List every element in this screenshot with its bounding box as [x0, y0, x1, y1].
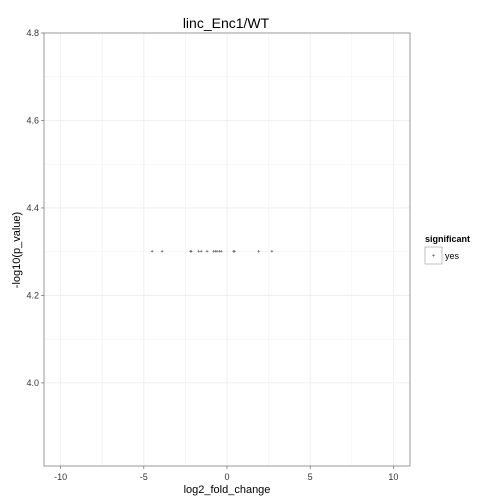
x-axis-title: log2_fold_change [184, 484, 271, 496]
data-points [150, 249, 274, 253]
data-point [257, 249, 260, 253]
data-point [197, 249, 201, 253]
y-tick-label: 4.2 [26, 290, 39, 300]
data-point [199, 249, 203, 253]
legend: significant yes [424, 234, 470, 265]
y-tick-label: 4.8 [26, 28, 39, 38]
x-tick-label: 5 [308, 472, 313, 482]
y-axis-title: -log10(p_value) [11, 212, 23, 288]
chart-title: linc_Enc1/WT [183, 15, 270, 31]
x-tick-label: 10 [388, 472, 398, 482]
legend-label-yes: yes [445, 251, 460, 261]
data-point [219, 249, 223, 253]
x-tick-label: -10 [54, 472, 67, 482]
data-point [270, 249, 274, 253]
legend-key-plus-icon [432, 254, 435, 257]
legend-title: significant [425, 234, 470, 244]
data-point [150, 249, 154, 253]
data-point [233, 249, 236, 253]
y-tick-label: 4.6 [26, 115, 39, 125]
data-point [160, 249, 164, 253]
grid-lines [44, 32, 410, 466]
x-tick-label: 0 [224, 472, 229, 482]
data-point [215, 249, 219, 253]
x-tick-label: -5 [140, 472, 148, 482]
data-point [205, 249, 209, 253]
data-point [189, 249, 193, 253]
y-tick-label: 4.0 [26, 378, 39, 388]
y-axis-ticks: 4.0 4.2 4.4 4.6 4.8 [26, 28, 44, 388]
x-axis-ticks: -10 -5 0 5 10 [54, 466, 398, 482]
y-tick-label: 4.4 [26, 203, 39, 213]
